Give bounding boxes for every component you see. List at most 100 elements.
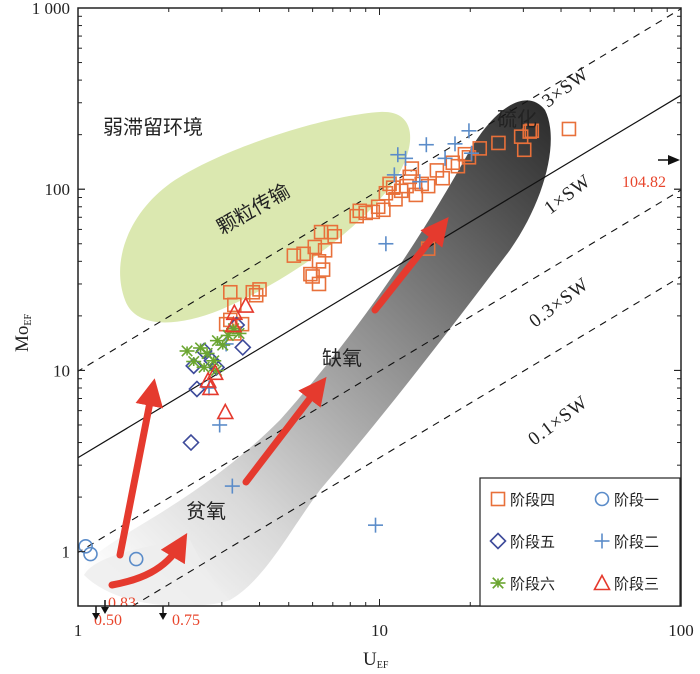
- data-point-triangle: [236, 296, 255, 313]
- x-tick-label: 1: [74, 621, 83, 640]
- legend-marker-square: [490, 491, 506, 507]
- region-label-suboxic: 贫氧: [186, 499, 226, 523]
- data-point-square: [472, 141, 488, 156]
- data-point-square: [307, 239, 323, 255]
- data-point-asterisk: [186, 355, 202, 368]
- trend-arrow-up: [116, 378, 164, 559]
- data-point-diamond: [234, 338, 252, 357]
- data-point-plus: [412, 174, 428, 190]
- series-plus: [201, 123, 480, 533]
- annotation-offscale-0.83: 0.83: [108, 595, 136, 612]
- data-point-plus: [386, 167, 402, 183]
- data-point-square: [327, 228, 342, 244]
- annotation-offscale-x: 104.82: [622, 174, 666, 191]
- legend-label: 阶段六: [510, 575, 555, 593]
- series-circle: [78, 539, 144, 567]
- data-markers: [78, 121, 577, 567]
- data-point-square: [561, 121, 577, 137]
- data-point-triangle: [224, 315, 243, 333]
- sw-label-0.1x: 0.1×SW: [524, 392, 592, 450]
- data-point-square: [435, 170, 450, 186]
- y-axis-title: MoEF: [12, 313, 34, 352]
- data-point-asterisk: [206, 354, 222, 367]
- legend-label: 阶段五: [510, 533, 555, 551]
- particulate-shuttle-field: [120, 111, 411, 323]
- data-point-plus: [447, 136, 463, 152]
- legend-marker-circle: [594, 491, 610, 507]
- data-point-asterisk: [179, 345, 195, 357]
- data-point-asterisk: [231, 327, 247, 340]
- trend-arrow-suboxic: [242, 376, 327, 486]
- data-point-plus: [464, 145, 480, 161]
- data-point-square: [524, 123, 540, 139]
- data-point-square: [516, 142, 532, 158]
- data-point-asterisk: [193, 342, 209, 354]
- region-label-anoxic: 缺氧: [322, 346, 362, 370]
- legend-marker-asterisk: [490, 577, 506, 589]
- data-point-square: [393, 183, 409, 199]
- data-point-plus: [212, 417, 228, 433]
- offscale-right-arrow: [668, 155, 680, 165]
- data-point-plus: [437, 150, 453, 166]
- sw-label-3x: 3×SW: [538, 63, 593, 111]
- data-point-plus: [224, 478, 240, 494]
- data-point-square: [317, 243, 333, 258]
- region-label-euxinic: 硫化: [497, 107, 537, 131]
- data-point-asterisk: [215, 339, 231, 351]
- data-point-square: [227, 297, 242, 313]
- data-point-square: [376, 202, 391, 218]
- data-point-square: [420, 178, 436, 194]
- sw-label-0.3x: 0.3×SW: [525, 274, 593, 332]
- data-point-square: [365, 204, 381, 220]
- data-point-diamond: [182, 433, 200, 452]
- data-point-triangle: [216, 402, 235, 420]
- data-point-triangle: [201, 378, 220, 396]
- data-point-square: [252, 282, 267, 297]
- legend-label: 阶段三: [614, 575, 659, 593]
- legend-label: 阶段一: [614, 491, 659, 509]
- y-tick-label: 1 000: [32, 0, 70, 18]
- data-point-square: [445, 155, 461, 171]
- trend-arrow-curve: [108, 532, 188, 589]
- reference-line-1: [78, 94, 681, 459]
- series-triangle: [199, 296, 255, 420]
- data-point-plus: [390, 147, 406, 163]
- series-asterisk: [179, 322, 247, 377]
- reference-line-2: [78, 189, 681, 554]
- legend-marker-plus: [594, 533, 610, 549]
- data-point-square: [461, 150, 477, 165]
- legend-label: 阶段二: [614, 533, 659, 551]
- legend-marker-triangle: [593, 573, 611, 591]
- data-point-plus: [378, 236, 394, 252]
- legend-label: 阶段四: [510, 491, 555, 509]
- data-point-plus: [398, 150, 414, 166]
- sw-label-1x: 1×SW: [540, 170, 595, 218]
- data-point-circle: [78, 539, 93, 554]
- data-point-square: [286, 248, 302, 263]
- data-point-square: [315, 262, 331, 277]
- data-point-square: [349, 208, 364, 224]
- offscale-down-arrows: [92, 600, 167, 620]
- x-tick-label: 10: [371, 621, 388, 640]
- reference-line-3: [131, 275, 681, 606]
- y-tick-label: 1: [62, 543, 71, 562]
- data-point-square: [491, 135, 506, 151]
- data-point-plus: [461, 123, 477, 139]
- legend-marker-diamond: [489, 532, 507, 550]
- trend-arrows: [108, 217, 449, 589]
- annotation-offscale-0.75: 0.75: [172, 612, 200, 629]
- data-point-asterisk: [196, 361, 212, 374]
- data-point-plus: [418, 137, 434, 153]
- data-point-triangle: [206, 363, 224, 381]
- data-point-square: [311, 276, 327, 292]
- trend-arrow-anoxic: [371, 217, 449, 314]
- data-point-diamond: [185, 357, 203, 375]
- region-label-weak-restriction: 弱滞留环境: [103, 115, 203, 139]
- y-axis-ticks: 1 10 100 1 000: [32, 0, 681, 562]
- data-point-plus: [368, 517, 384, 533]
- y-tick-label: 100: [45, 180, 71, 199]
- legend-box: [479, 477, 681, 607]
